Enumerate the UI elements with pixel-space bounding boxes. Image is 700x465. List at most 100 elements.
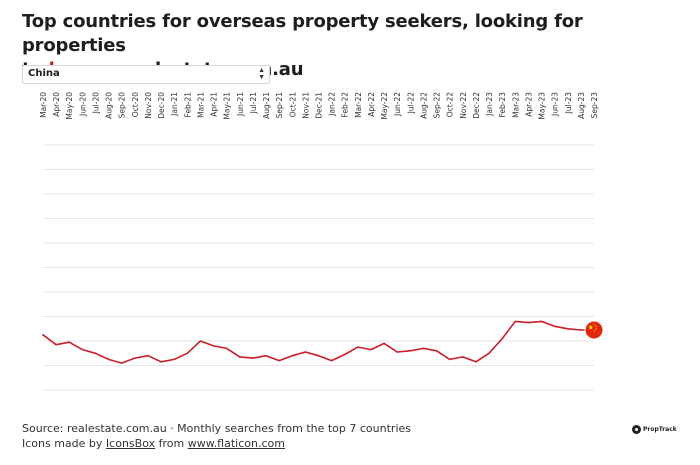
country-select-value: China [28, 68, 60, 79]
data-point [120, 362, 123, 364]
x-tick-label: Oct-21 [288, 92, 297, 117]
x-tick-label: Jul-20 [91, 92, 100, 115]
data-point [278, 359, 280, 362]
x-tick-label: Aug-21 [262, 92, 271, 119]
data-point [55, 343, 57, 346]
data-point [566, 327, 569, 330]
x-tick-label: Mar-20 [39, 92, 48, 118]
data-point [94, 352, 97, 355]
flag-star [593, 329, 596, 332]
x-tick-label: Nov-21 [301, 92, 310, 119]
country-select[interactable]: China ▲ ▼ [22, 65, 270, 84]
x-tick-label: Mar-22 [354, 92, 363, 118]
source-note: Source: realestate.com.au · Monthly sear… [22, 422, 411, 435]
data-point [343, 353, 346, 356]
data-point [514, 320, 517, 323]
data-point [252, 357, 254, 359]
x-tick-label: Dec-22 [472, 92, 481, 119]
flaticon-link[interactable]: www.flaticon.com [187, 437, 285, 450]
x-tick-label: Jul-21 [249, 92, 258, 115]
data-point [383, 342, 385, 345]
proptrack-logo-icon [632, 425, 641, 434]
x-tick-label: Jun-22 [393, 92, 402, 117]
iconsbox-link[interactable]: IconsBox [105, 437, 156, 450]
proptrack-brand-name: PropTrack [643, 426, 677, 433]
flag-star [593, 323, 596, 326]
data-point [448, 358, 451, 361]
icon-credit-prefix: Icons made by [22, 437, 106, 450]
data-point [212, 345, 215, 347]
data-point [357, 346, 359, 348]
x-tick-label: Apr-22 [367, 92, 376, 117]
data-point [435, 350, 438, 352]
data-point [462, 356, 464, 358]
data-point [42, 334, 44, 336]
x-tick-label: Jul-23 [564, 92, 573, 115]
data-point [291, 354, 294, 357]
x-tick-label: Jan-23 [485, 92, 494, 117]
data-point [147, 354, 149, 357]
data-point [553, 325, 556, 328]
data-point [81, 348, 84, 351]
china-flag-icon [584, 320, 604, 340]
data-point [422, 347, 425, 350]
x-tick-label: Dec-20 [157, 92, 166, 119]
proptrack-brand: PropTrack [632, 425, 677, 434]
data-point [238, 356, 241, 358]
data-point [475, 361, 477, 363]
x-tick-label: Feb-21 [183, 92, 192, 118]
chart-footer: Source: realestate.com.au · Monthly sear… [22, 421, 411, 451]
x-tick-label: Jun-20 [78, 92, 87, 117]
x-tick-label: Jul-22 [406, 92, 415, 115]
data-point [173, 358, 175, 361]
x-tick-label: Apr-21 [210, 92, 219, 117]
data-point [580, 329, 582, 331]
x-tick-label: Apr-23 [524, 92, 533, 117]
line-chart: Mar-20 Apr-20 May-20 Jun-20 Jul-20 Aug-20 Sep-… [39, 92, 604, 391]
x-tick-label: Mar-23 [511, 92, 520, 118]
data-point [330, 359, 333, 362]
data-point [527, 321, 530, 324]
data-point [501, 337, 503, 340]
x-tick-label: Sep-22 [433, 92, 442, 119]
icon-credit: Icons made by IconsBox from www.flaticon… [22, 436, 411, 451]
x-tick-label: Aug-20 [105, 92, 114, 119]
data-point [304, 351, 307, 353]
x-tick-label: Apr-20 [52, 92, 61, 117]
x-tick-label: Jun-23 [551, 92, 560, 117]
x-tick-label: Dec-21 [315, 92, 324, 119]
data-point [540, 320, 543, 323]
data-point [317, 354, 320, 357]
x-tick-label: Sep-23 [590, 92, 599, 119]
data-point [370, 348, 372, 351]
flag-star [588, 324, 594, 330]
x-tick-label: Aug-22 [419, 92, 428, 119]
series-line-china [42, 320, 595, 364]
x-tick-label: Aug-23 [577, 92, 586, 119]
x-tick-label: Jun-21 [236, 92, 245, 117]
data-point [265, 354, 267, 357]
data-point [160, 361, 162, 363]
select-arrows-icon[interactable]: ▲ ▼ [258, 67, 265, 81]
x-tick-label: Mar-21 [196, 92, 205, 118]
data-point [107, 358, 110, 361]
x-axis-tick-labels: Mar-20 Apr-20 May-20 Jun-20 Jul-20 Aug-20 Sep-… [39, 92, 599, 120]
data-point [396, 351, 399, 353]
x-tick-label: Oct-22 [446, 92, 455, 117]
data-point [409, 350, 412, 352]
data-point [488, 352, 490, 355]
title-line-1: Top countries for overseas property seek… [22, 11, 583, 56]
data-point [186, 352, 189, 355]
data-point [68, 341, 71, 344]
data-point [134, 357, 136, 359]
x-tick-label: Feb-23 [498, 92, 507, 118]
flag-disc [584, 320, 604, 340]
icon-credit-middle: from [155, 437, 188, 450]
x-tick-label: Nov-20 [144, 92, 153, 119]
x-tick-label: Sep-20 [118, 92, 127, 119]
x-tick-label: May-22 [380, 92, 389, 120]
x-tick-label: Jan-21 [170, 92, 179, 117]
series-points [42, 320, 595, 364]
flag-star [595, 325, 598, 328]
x-tick-label: Oct-20 [131, 92, 140, 117]
